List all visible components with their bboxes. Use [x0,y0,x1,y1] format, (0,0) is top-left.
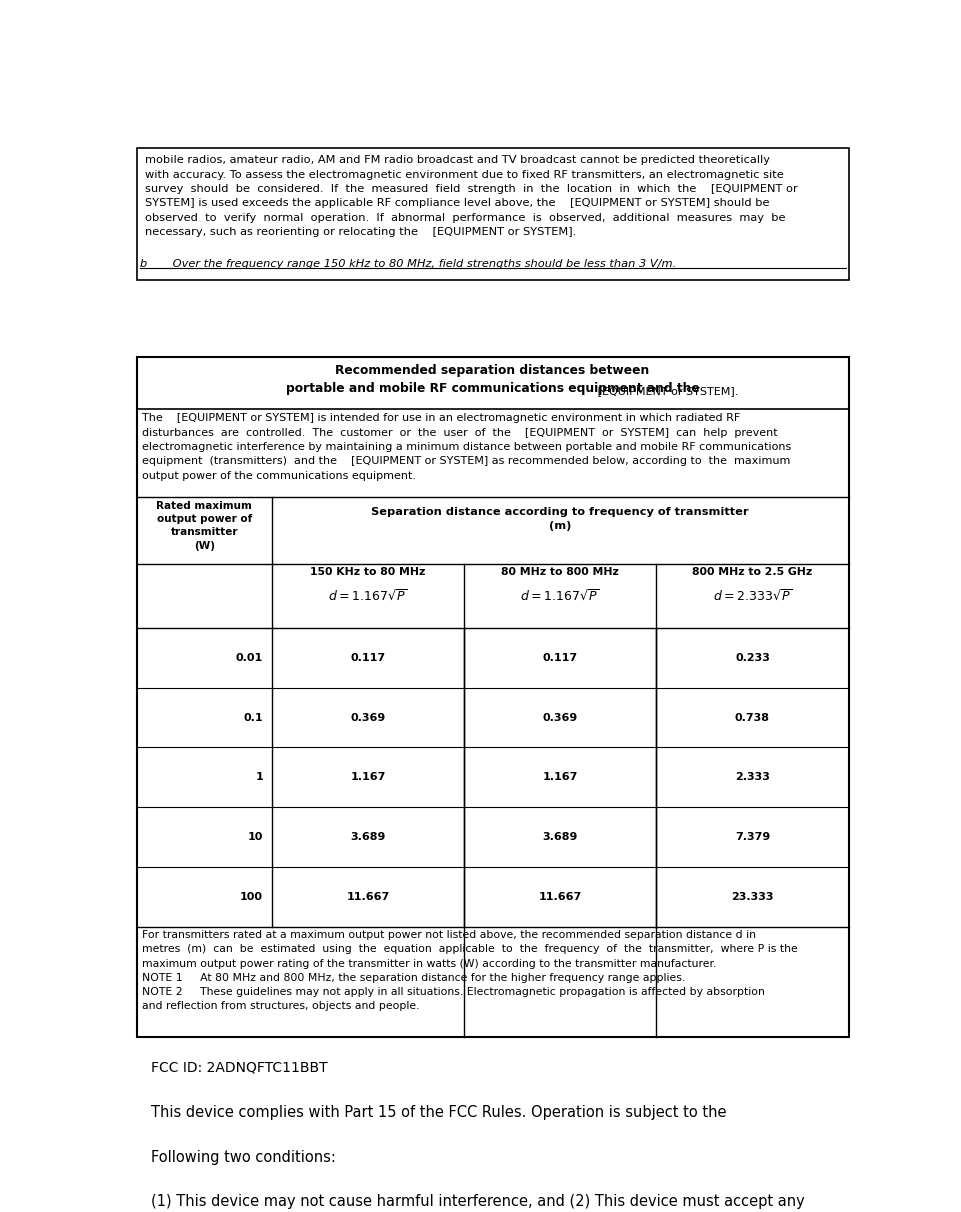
Text: 0.233: 0.233 [735,653,770,663]
Text: 800 MHz to 2.5 GHz: 800 MHz to 2.5 GHz [692,567,813,577]
Text: $d =1.167\sqrt{P}$: $d =1.167\sqrt{P}$ [521,589,600,604]
Text: 0.117: 0.117 [351,653,385,663]
Text: 0.01: 0.01 [235,653,263,663]
Text: 1.167: 1.167 [351,772,385,782]
Text: The    [EQUIPMENT or SYSTEM] is intended for use in an electromagnetic environme: The [EQUIPMENT or SYSTEM] is intended fo… [142,413,792,481]
Text: 23.333: 23.333 [731,892,774,902]
Text: 0.1: 0.1 [243,713,263,722]
Text: This device complies with Part 15 of the FCC Rules. Operation is subject to the: This device complies with Part 15 of the… [152,1105,727,1120]
Text: 0.369: 0.369 [543,713,578,722]
Text: 3.689: 3.689 [351,831,385,842]
Bar [136,148,849,280]
Text: Following two conditions:: Following two conditions: [152,1150,336,1165]
Text: [EQUIPMENT or SYSTEM].: [EQUIPMENT or SYSTEM]. [586,387,738,396]
Text: 10: 10 [248,831,263,842]
Text: $d =1.167\sqrt{P}$: $d =1.167\sqrt{P}$ [329,589,408,604]
Text: 1: 1 [256,772,263,782]
Text: For transmitters rated at a maximum output power not listed above, the recommend: For transmitters rated at a maximum outp… [141,931,798,1011]
Text: (1) This device may not cause harmful interference, and (2) This device must acc: (1) This device may not cause harmful in… [152,1194,805,1210]
Text: Recommended separation distances between
portable and mobile RF communications e: Recommended separation distances between… [285,364,700,395]
Text: 0.738: 0.738 [735,713,770,722]
Text: 80 MHz to 800 MHz: 80 MHz to 800 MHz [502,567,619,577]
Text: Separation distance according to frequency of transmitter
(m): Separation distance according to frequen… [372,507,750,531]
Text: b       Over the frequency range 150 kHz to 80 MHz, field strengths should be le: b Over the frequency range 150 kHz to 80… [140,259,677,269]
Text: mobile radios, amateur radio, AM and FM radio broadcast and TV broadcast cannot : mobile radios, amateur radio, AM and FM … [145,155,799,238]
Text: 3.689: 3.689 [543,831,578,842]
Text: 150 KHz to 80 MHz: 150 KHz to 80 MHz [310,567,426,577]
Text: 7.379: 7.379 [735,831,770,842]
Text: 11.667: 11.667 [539,892,582,902]
Text: 0.117: 0.117 [543,653,578,663]
Text: 0.369: 0.369 [351,713,385,722]
Text: 100: 100 [240,892,263,902]
Text: FCC ID: 2ADNQFTC11BBT: FCC ID: 2ADNQFTC11BBT [152,1060,328,1074]
Text: 2.333: 2.333 [735,772,770,782]
Text: 1.167: 1.167 [543,772,578,782]
Text: Rated maximum
output power of
transmitter
(W): Rated maximum output power of transmitte… [157,501,252,550]
Bar [136,358,849,1036]
Text: 11.667: 11.667 [347,892,390,902]
Text: $d = 2.333\sqrt{P}$: $d = 2.333\sqrt{P}$ [713,589,792,604]
